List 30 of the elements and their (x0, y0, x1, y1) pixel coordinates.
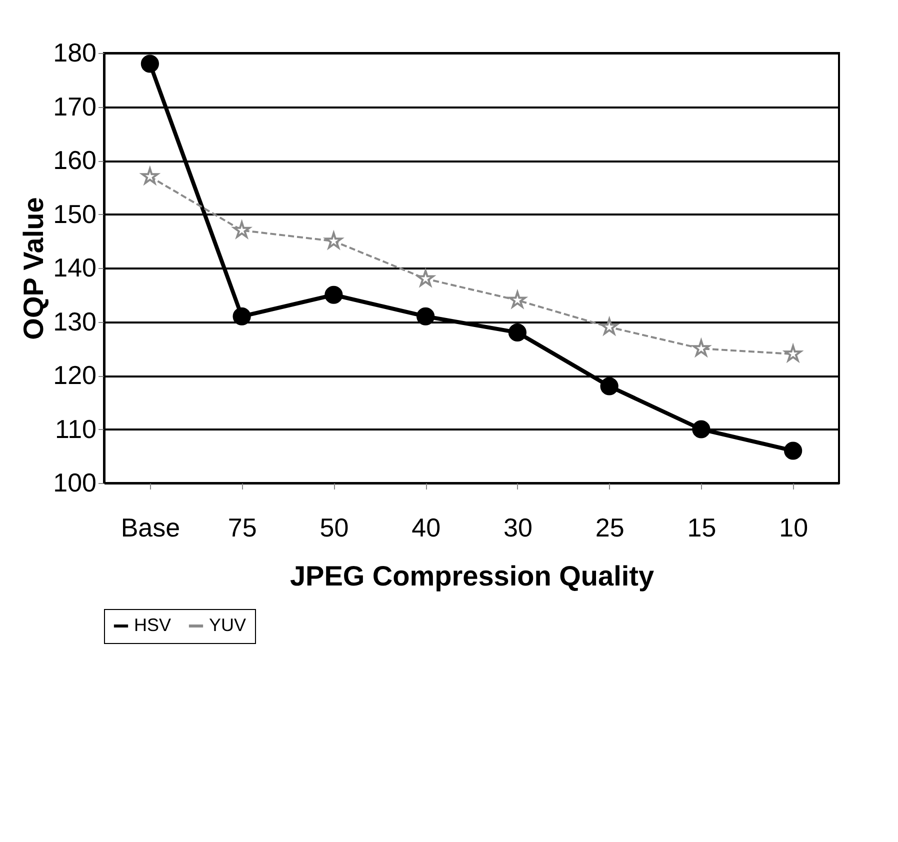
x-axis-title: JPEG Compression Quality (290, 560, 654, 592)
legend-label: HSV (134, 615, 172, 635)
x-tick-label: 75 (228, 512, 257, 542)
y-tick-label: 170 (53, 91, 96, 122)
x-tick-label: 30 (503, 512, 532, 542)
y-tick-label: 130 (53, 306, 96, 336)
point (692, 420, 710, 438)
x-tick-label: 25 (595, 512, 624, 542)
point (416, 307, 435, 326)
x-tick-label: 40 (412, 512, 441, 542)
point (232, 307, 251, 326)
x-tick-label: 15 (687, 512, 716, 542)
point (508, 323, 526, 342)
y-tick-label: 160 (53, 145, 96, 175)
x-tick-label: Base (120, 512, 180, 542)
y-tick-label: 180 (53, 38, 96, 68)
y-tick-label: 140 (53, 252, 96, 282)
point (784, 344, 802, 362)
y-tick-label: 110 (55, 414, 96, 444)
y-tick-label: 100 (53, 468, 96, 498)
y-axis-title: OQP Value (18, 197, 50, 340)
y-tick-label: 150 (53, 198, 96, 229)
legend-label: YUV (209, 615, 246, 635)
x-tick-label: 50 (320, 512, 349, 542)
point (140, 54, 159, 73)
point (324, 286, 343, 304)
point (784, 442, 802, 460)
point (600, 377, 618, 396)
y-tick-label: 120 (53, 360, 96, 390)
x-tick-label: 10 (779, 512, 808, 542)
